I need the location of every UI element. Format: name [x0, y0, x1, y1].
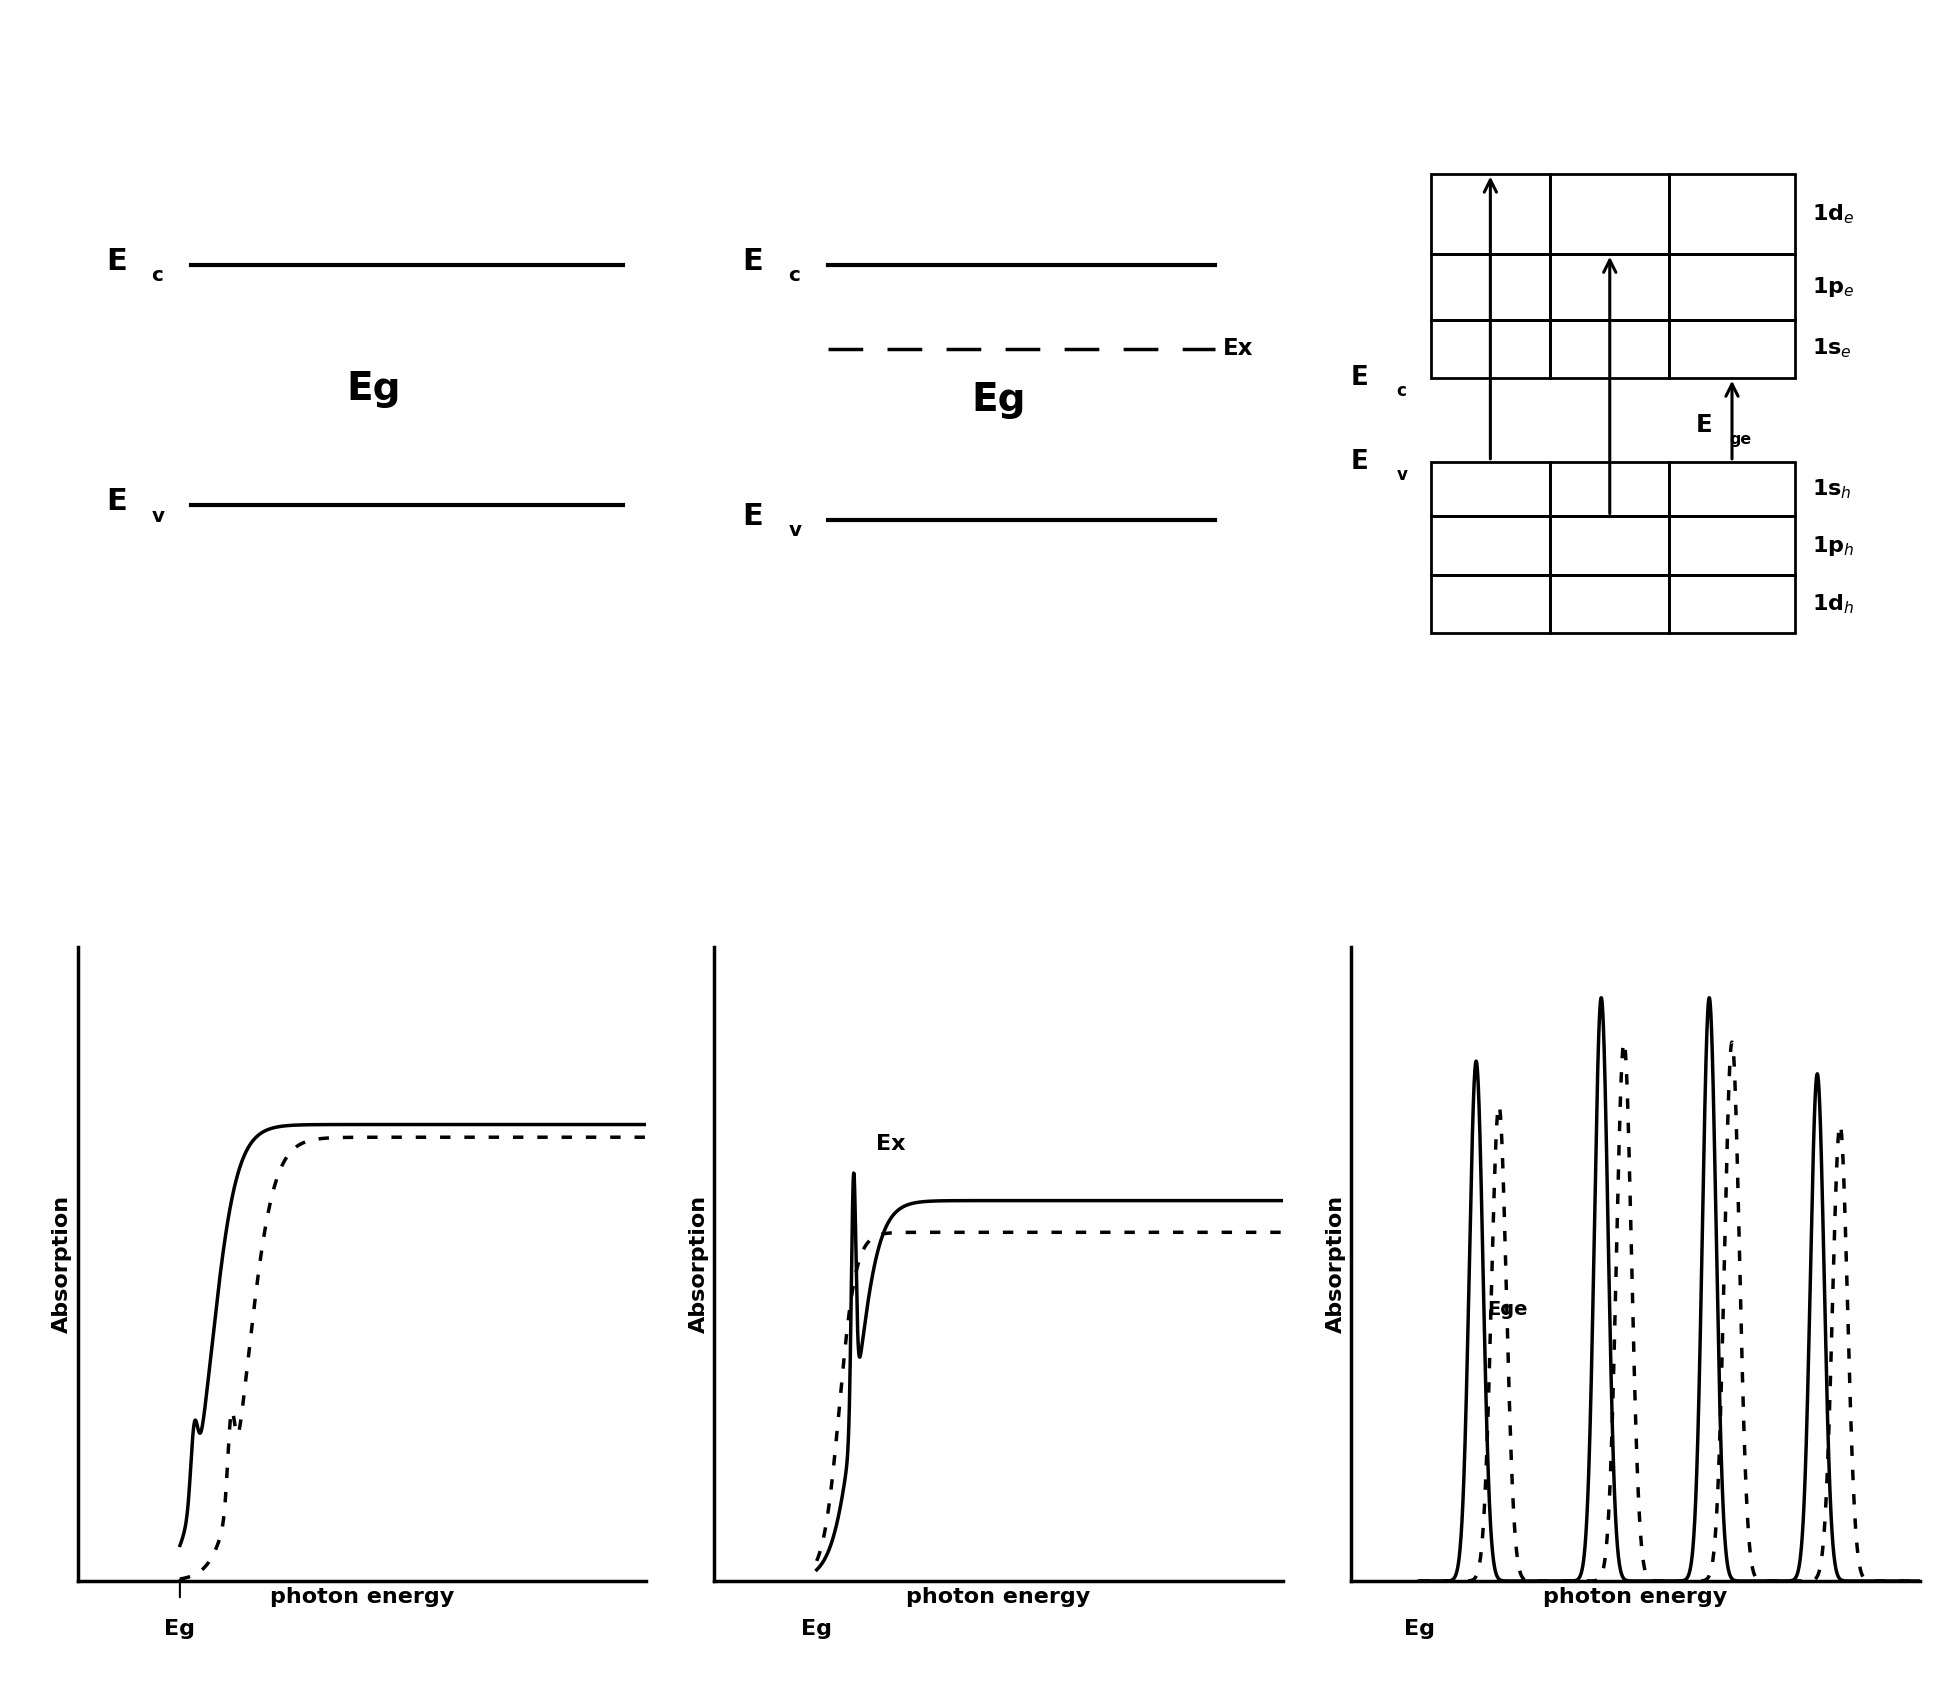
- Y-axis label: Absorption: Absorption: [688, 1195, 710, 1333]
- Text: c: c: [151, 267, 163, 286]
- Text: 1p$_e$: 1p$_e$: [1811, 275, 1854, 299]
- Text: 1s$_h$: 1s$_h$: [1811, 478, 1852, 502]
- Text: 1d$_h$: 1d$_h$: [1811, 592, 1854, 615]
- Text: Eg: Eg: [165, 1618, 196, 1639]
- Y-axis label: Absorption: Absorption: [1326, 1195, 1346, 1333]
- Text: v: v: [789, 522, 801, 541]
- Text: Ex: Ex: [876, 1134, 906, 1154]
- Bar: [1669, 517, 1794, 575]
- Text: E: E: [743, 246, 764, 275]
- Text: E: E: [1351, 449, 1369, 474]
- Bar: [1431, 173, 1549, 253]
- X-axis label: photon energy: photon energy: [906, 1586, 1092, 1606]
- Bar: [1549, 173, 1669, 253]
- Y-axis label: Absorption: Absorption: [52, 1195, 72, 1333]
- Text: Eg: Eg: [971, 381, 1026, 418]
- Text: 1s$_e$: 1s$_e$: [1811, 337, 1852, 360]
- Text: c: c: [789, 267, 801, 286]
- Bar: [1549, 575, 1669, 632]
- Text: E: E: [743, 502, 764, 530]
- Text: 1p$_h$: 1p$_h$: [1811, 534, 1854, 558]
- Bar: [1669, 173, 1794, 253]
- Text: Eg: Eg: [1404, 1618, 1435, 1639]
- Text: E: E: [107, 488, 126, 517]
- Bar: [1669, 575, 1794, 632]
- Bar: [1431, 320, 1549, 377]
- X-axis label: photon energy: photon energy: [270, 1586, 454, 1606]
- Text: 1d$_e$: 1d$_e$: [1811, 202, 1854, 226]
- Bar: [1431, 253, 1549, 320]
- Text: v: v: [1396, 466, 1408, 484]
- Bar: [1669, 320, 1794, 377]
- Text: c: c: [1396, 382, 1406, 399]
- Text: Ex: Ex: [1224, 337, 1253, 360]
- Bar: [1431, 575, 1549, 632]
- Text: ge: ge: [1730, 432, 1751, 447]
- Bar: [1431, 517, 1549, 575]
- Bar: [1669, 462, 1794, 517]
- Text: Eg: Eg: [345, 371, 401, 408]
- Text: Eg: Eg: [801, 1618, 832, 1639]
- Bar: [1669, 253, 1794, 320]
- Text: E: E: [107, 246, 126, 275]
- Bar: [1549, 462, 1669, 517]
- X-axis label: photon energy: photon energy: [1543, 1586, 1728, 1606]
- Bar: [1549, 253, 1669, 320]
- Text: Ege: Ege: [1487, 1300, 1528, 1319]
- Text: E: E: [1695, 413, 1712, 437]
- Bar: [1549, 320, 1669, 377]
- Text: E: E: [1351, 366, 1369, 391]
- Bar: [1549, 517, 1669, 575]
- Bar: [1431, 462, 1549, 517]
- Text: v: v: [151, 507, 165, 525]
